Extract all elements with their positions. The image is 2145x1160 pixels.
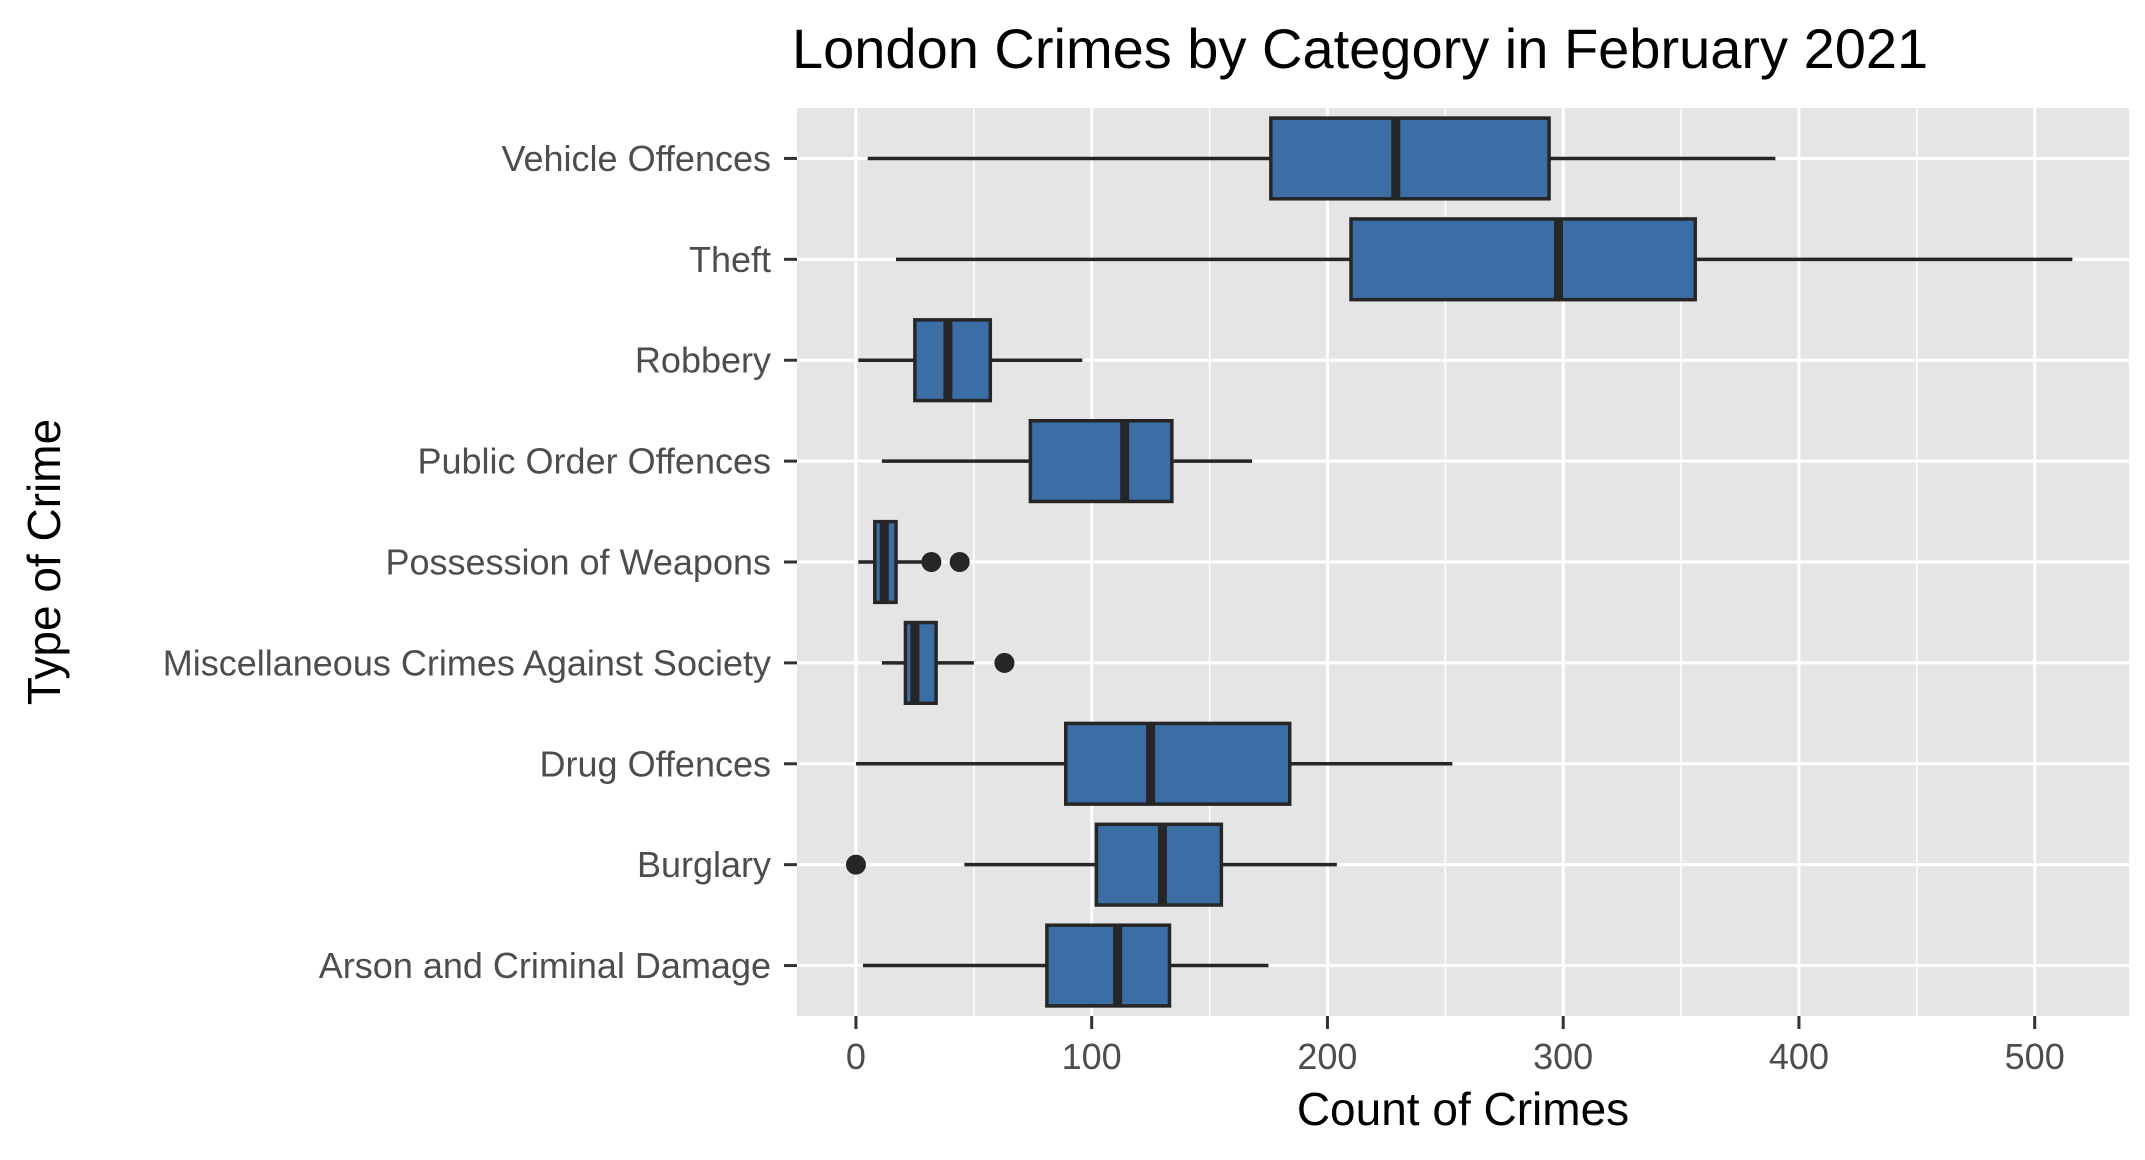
x-tick-label: 300 (1533, 1036, 1593, 1077)
x-tick-label: 500 (2005, 1036, 2065, 1077)
x-tick-label: 100 (1062, 1036, 1122, 1077)
y-tick-label: Vehicle Offences (501, 138, 771, 179)
outlier-point (949, 552, 970, 572)
box-group (881, 419, 1253, 504)
y-tick-label: Drug Offences (540, 743, 771, 784)
box-group (855, 721, 1453, 806)
chart-title: London Crimes by Category in February 20… (792, 17, 1928, 80)
box-iqr (1269, 116, 1551, 201)
y-tick-label: Possession of Weapons (385, 542, 771, 583)
outlier-point (994, 652, 1015, 673)
y-tick-label: Burglary (637, 844, 771, 885)
y-axis: Vehicle Offences Theft Robbery Public Order… (163, 138, 797, 986)
box-iqr (1045, 923, 1172, 1008)
y-tick-label: Public Order Offences (418, 441, 772, 482)
x-axis-title: Count of Crimes (1297, 1083, 1629, 1135)
box-group (881, 620, 1015, 705)
box-group (858, 318, 1083, 403)
outlier-point (921, 552, 942, 572)
y-tick-label: Arson and Criminal Damage (319, 945, 771, 986)
outlier-point (845, 854, 866, 875)
y-tick-label: Miscellaneous Crimes Against Society (163, 642, 771, 683)
box-group (845, 822, 1337, 907)
box-group (858, 519, 970, 605)
x-tick-label: 0 (846, 1036, 866, 1077)
box-series (845, 116, 2073, 1008)
box-iqr (903, 620, 938, 705)
box-iqr (1349, 217, 1697, 302)
box-iqr (1064, 721, 1292, 806)
box-group (867, 116, 1776, 201)
x-tick-label: 400 (1769, 1036, 1829, 1077)
x-axis: 0 100 200 300 400 500 (846, 1016, 2065, 1077)
y-axis-title: Type of Crime (18, 419, 70, 705)
box-iqr (1028, 419, 1174, 504)
box-group (896, 217, 2073, 302)
y-tick-label: Theft (689, 239, 771, 280)
box-group (863, 923, 1269, 1008)
box-iqr (913, 318, 993, 403)
x-tick-label: 200 (1297, 1036, 1357, 1077)
y-tick-label: Robbery (635, 340, 771, 381)
